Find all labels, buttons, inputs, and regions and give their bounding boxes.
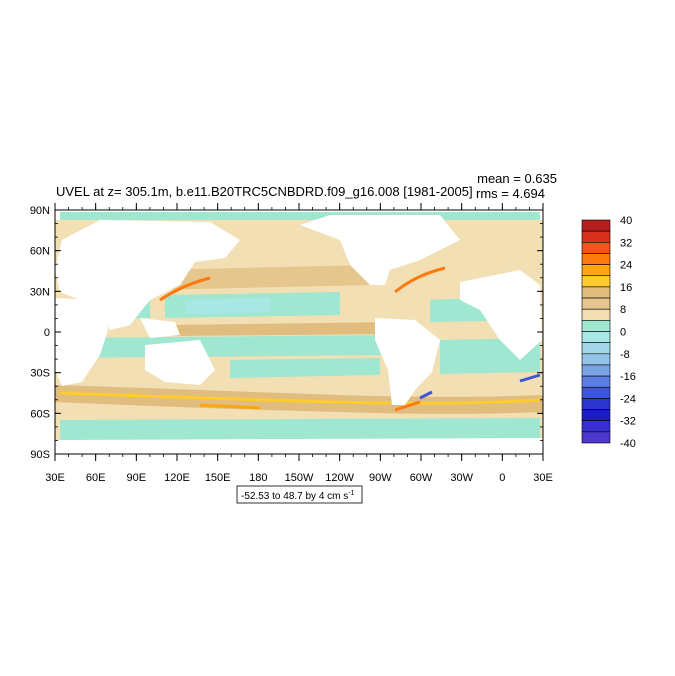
colorbar-segment [581, 275, 611, 288]
acc-band [55, 385, 543, 414]
colorbar-segment [581, 364, 611, 377]
lat-label: 60S [30, 408, 50, 420]
land-africa [460, 270, 542, 360]
colorbar-label: 24 [620, 260, 632, 272]
land-antarctica [55, 438, 543, 454]
equatorial-undercurrent [170, 322, 400, 336]
colorbar-label: -24 [620, 393, 636, 405]
plot-title: UVEL at z= 305.1m, b.e11.B20TRC5CNBDRD.f… [56, 184, 473, 199]
colorbar-segment [581, 264, 611, 277]
lat-tick-labels: 90N 60N 30N 0 30S 60S 90S [30, 205, 50, 461]
land-eurasia [55, 220, 240, 330]
colorbar-segment [581, 230, 611, 243]
colorbar-segment [581, 353, 611, 366]
lat-label: 30N [30, 286, 50, 298]
colorbar-segment [581, 297, 611, 310]
colorbar [581, 219, 611, 444]
land-africa-east [55, 298, 108, 386]
lat-label: 90N [30, 205, 50, 217]
colorbar-segment [581, 286, 611, 299]
lon-label: 60E [86, 472, 106, 484]
colorbar-segment [581, 342, 611, 355]
land-south-america [375, 318, 440, 405]
lat-label: 60N [30, 246, 50, 258]
acc-jet-strong [199, 403, 261, 410]
arctic-ocean-band [60, 212, 540, 220]
colorbar-segment [581, 398, 611, 410]
land-maritime-continent [140, 318, 180, 338]
lon-label: 30W [450, 472, 473, 484]
colorbar-label: -40 [620, 438, 636, 450]
land-north-america [300, 215, 460, 285]
antarctic-neg-band [60, 418, 540, 442]
lon-label: 30E [45, 472, 65, 484]
lon-label: 30E [533, 472, 553, 484]
lon-label: 150E [205, 472, 231, 484]
range-box [236, 485, 363, 504]
acc-jet [59, 391, 541, 405]
negative-jet-1 [419, 390, 433, 400]
n-pacific-cyan-patch [185, 298, 270, 314]
lat-label: 30S [30, 368, 50, 380]
colorbar-segment [581, 253, 611, 265]
lon-label: 180 [249, 472, 267, 484]
colorbar-label: 8 [620, 304, 626, 316]
lon-label: 90E [127, 472, 147, 484]
colorbar-segment [581, 375, 611, 388]
lon-label: 90W [369, 472, 392, 484]
colorbar-segment [581, 331, 611, 343]
n-pacific-band [150, 265, 370, 290]
lon-label: 120W [325, 472, 354, 484]
range-label: -52.53 to 48.7 by 4 cm s-1 [241, 490, 355, 502]
lat-label: 90S [30, 449, 50, 461]
colorbar-label: -16 [620, 371, 636, 383]
colorbar-segment [581, 219, 611, 232]
gulf-stream-jet [394, 266, 446, 294]
lon-label: 0 [499, 472, 505, 484]
colorbar-label: 16 [620, 282, 632, 294]
lat-label: 0 [44, 327, 50, 339]
colorbar-segment [581, 431, 611, 444]
colorbar-segment [581, 308, 611, 321]
colorbar-segment [581, 409, 611, 421]
kuroshio-jet [159, 276, 211, 302]
colorbar-label: -32 [620, 416, 636, 428]
lon-tick-labels: 30E 60E 90E 120E 150E 180 150W 120W 90W 60W 30W 0 30… [45, 472, 553, 484]
mean-label: mean = 0.635 [477, 171, 557, 186]
colorbar-segment [581, 386, 611, 399]
colorbar-segment [581, 420, 611, 433]
lon-label: 60W [410, 472, 433, 484]
map-field [55, 210, 543, 454]
negative-jet-2 [519, 373, 541, 383]
south-pacific-band [230, 358, 380, 378]
colorbar-label: 40 [620, 215, 632, 227]
colorbar-labels: 40 32 24 16 8 0 -8 -16 -24 -32 -40 [620, 215, 636, 450]
colorbar-label: -8 [620, 349, 630, 361]
land-australia [145, 340, 215, 385]
lon-label: 120E [164, 472, 190, 484]
south-equatorial-band [60, 335, 400, 358]
map-ticks [54, 203, 544, 461]
drake-jet [394, 400, 421, 412]
rms-label: rms = 4.694 [476, 186, 545, 201]
colorbar-label: 0 [620, 327, 626, 339]
colorbar-label: 32 [620, 237, 632, 249]
colorbar-segment [581, 320, 611, 332]
colorbar-segment [581, 242, 611, 254]
lon-label: 150W [285, 472, 314, 484]
